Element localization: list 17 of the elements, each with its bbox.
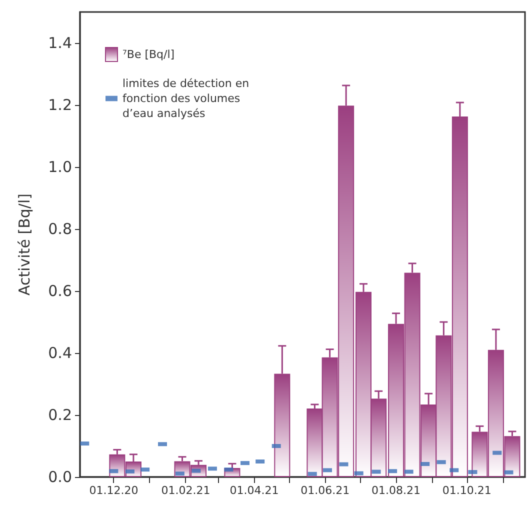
- y-tick-label: 0.4: [48, 344, 72, 362]
- y-tick-label: 1.2: [48, 96, 72, 114]
- y-tick-label: 0.6: [48, 282, 72, 300]
- x-tick-label: 01.10.21: [442, 484, 492, 497]
- y-tick-label: 0.2: [48, 406, 72, 424]
- legend-label: ⁷Be [Bq/l]: [122, 48, 175, 61]
- x-tick-label: 01.02.21: [161, 484, 210, 497]
- y-axis-title: Activité [Bq/l]: [16, 194, 34, 296]
- y-tick-label: 1.0: [48, 158, 72, 176]
- legend-label: limites de détection en fonction des volumes d’eau analysés: [122, 77, 253, 120]
- x-tick-label: 01.04.21: [230, 484, 279, 497]
- x-tick-label: 01.06.21: [300, 484, 350, 497]
- y-tick-label: 0.0: [48, 468, 72, 486]
- y-tick-label: 1.4: [48, 34, 72, 52]
- x-tick-label: 01.08.21: [372, 484, 421, 497]
- y-tick-label: 0.8: [48, 220, 72, 238]
- x-tick-label: 01.12.20: [89, 484, 138, 497]
